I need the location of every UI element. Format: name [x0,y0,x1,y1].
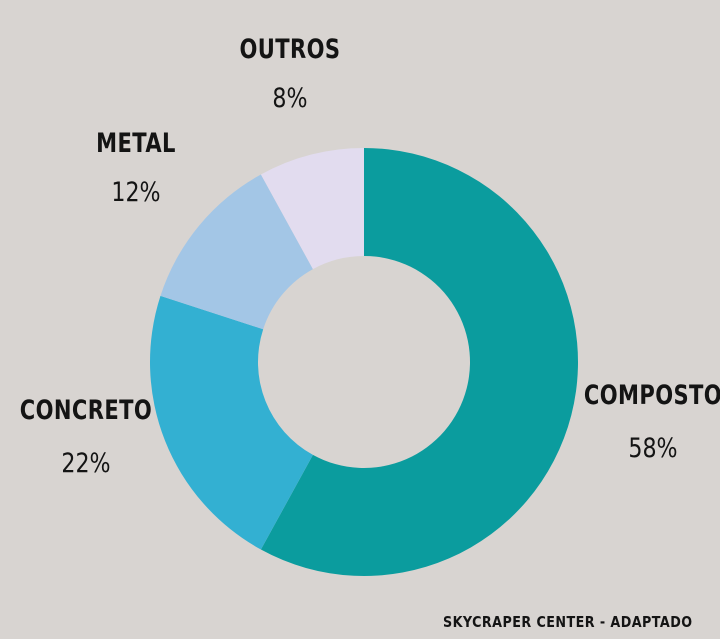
label-composto: COMPOSTO 58% [553,380,720,464]
category-label-metal: METAL [96,128,176,159]
percent-label-metal: 12% [111,177,161,208]
percent-label-outros: 8% [272,83,308,114]
label-metal: METAL 12% [36,128,236,208]
slice-composto [260,148,579,577]
category-label-concreto: CONCRETO [19,395,153,426]
source-caption: SKYCRAPER CENTER - ADAPTADO [442,613,692,631]
slice-concreto [150,295,313,550]
category-label-outros: OUTROS [239,34,341,65]
label-outros: OUTROS 8% [190,34,390,114]
slice-metal [160,174,313,330]
percent-label-concreto: 22% [61,448,111,479]
percent-label-composto: 58% [628,433,678,464]
label-concreto: CONCRETO 22% [0,395,186,479]
category-label-composto: COMPOSTO [583,380,720,411]
slice-outros [260,148,364,270]
